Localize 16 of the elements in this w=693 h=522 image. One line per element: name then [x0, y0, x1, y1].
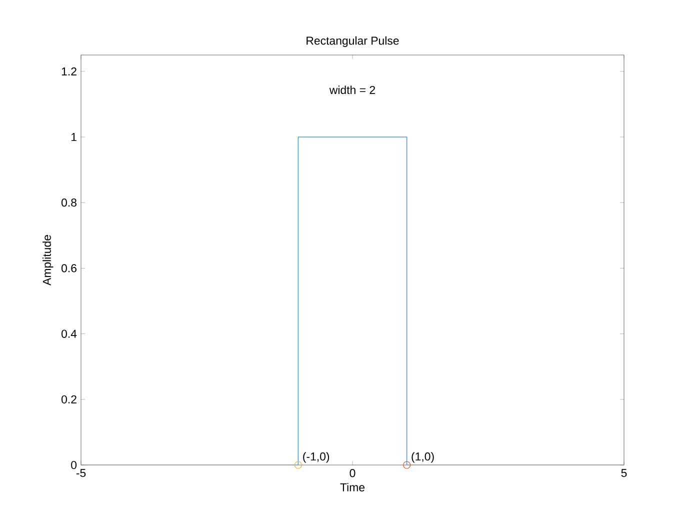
y-tick-label: 1 — [71, 133, 76, 141]
x-axis-title: Time — [340, 482, 365, 492]
x-tick-label: -5 — [76, 469, 86, 478]
annotation: (-1,0) — [303, 452, 330, 463]
y-tick-label: 0.6 — [62, 264, 76, 272]
y-tick-label: 1.2 — [62, 67, 76, 76]
y-tick-label: 0.4 — [62, 330, 77, 338]
annotation: (1,0) — [412, 452, 434, 463]
y-tick-label: 0 — [71, 460, 77, 470]
annotation: width = 2 — [329, 86, 375, 94]
y-tick-label: 0.8 — [62, 198, 76, 207]
chart-title: Rectangular Pulse — [306, 36, 399, 47]
x-tick-label: 5 — [621, 469, 627, 478]
x-tick-label: 0 — [350, 469, 356, 478]
y-axis-title: Amplitude — [42, 235, 54, 286]
y-tick-label: 0.2 — [62, 395, 76, 404]
